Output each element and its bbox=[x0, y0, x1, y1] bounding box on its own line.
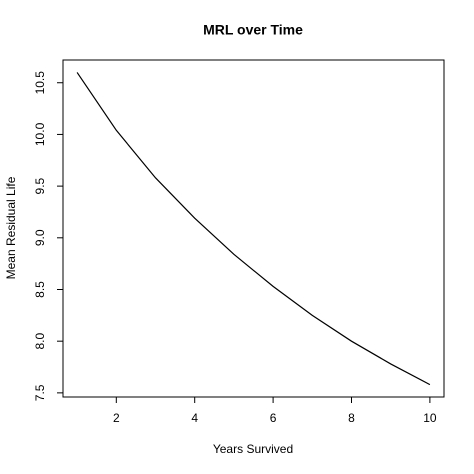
y-tick-label: 8.5 bbox=[33, 281, 47, 298]
y-axis-label: Mean Residual Life bbox=[4, 176, 18, 279]
line bbox=[76, 72, 431, 386]
plot-frame bbox=[62, 59, 445, 398]
y-tick-label: 9.0 bbox=[33, 229, 47, 246]
x-tick-label: 6 bbox=[270, 411, 277, 425]
y-tick-label: 10.0 bbox=[33, 122, 47, 146]
x-tick-label: 8 bbox=[348, 411, 355, 425]
y-tick-label: 10.5 bbox=[33, 71, 47, 95]
y-tick-label: 8.0 bbox=[33, 333, 47, 350]
x-tick-label: 2 bbox=[113, 411, 120, 425]
x-tick-label: 4 bbox=[191, 411, 198, 425]
chart-title: MRL over Time bbox=[203, 22, 303, 38]
x-axis-label: Years Survived bbox=[213, 442, 293, 456]
y-tick-label: 9.5 bbox=[33, 177, 47, 194]
x-tick-label: 10 bbox=[423, 411, 437, 425]
y-tick-label: 7.5 bbox=[33, 384, 47, 401]
